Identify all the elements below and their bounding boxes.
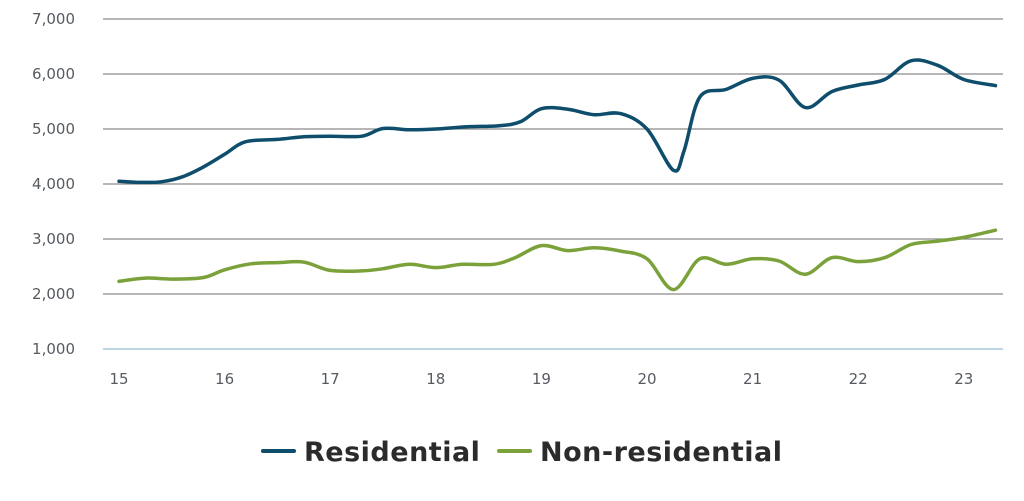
y-tick-label: 4,000: [32, 175, 75, 193]
x-tick-label: 16: [215, 370, 234, 388]
y-tick-label: 3,000: [32, 230, 75, 248]
gridlines: [103, 18, 1003, 350]
y-tick-label: 2,000: [32, 285, 75, 303]
x-axis: 15 16 17 18 19 20 21 22 23: [109, 370, 973, 388]
y-axis: 1,000 2,000 3,000 4,000 5,000 6,000 7,000: [32, 10, 75, 358]
y-tick-label: 6,000: [32, 65, 75, 83]
x-tick-label: 21: [743, 370, 762, 388]
x-tick-label: 19: [532, 370, 551, 388]
y-tick-label: 5,000: [32, 120, 75, 138]
y-tick-label: 1,000: [32, 340, 75, 358]
x-tick-label: 22: [849, 370, 868, 388]
x-tick-label: 23: [954, 370, 973, 388]
legend: Residential Non-residential: [261, 437, 783, 468]
x-tick-label: 17: [321, 370, 340, 388]
x-tick-label: 15: [109, 370, 128, 388]
series-lines: [117, 58, 998, 292]
legend-label: Residential: [304, 437, 480, 468]
series-line-non-residential: [117, 228, 998, 292]
legend-item-non-residential: Non-residential: [497, 437, 783, 468]
legend-label: Non-residential: [540, 437, 783, 468]
x-tick-label: 20: [637, 370, 656, 388]
x-tick-label: 18: [426, 370, 445, 388]
legend-item-residential: Residential: [261, 437, 480, 468]
y-tick-label: 7,000: [32, 10, 75, 28]
series-line-residential: [117, 58, 998, 185]
